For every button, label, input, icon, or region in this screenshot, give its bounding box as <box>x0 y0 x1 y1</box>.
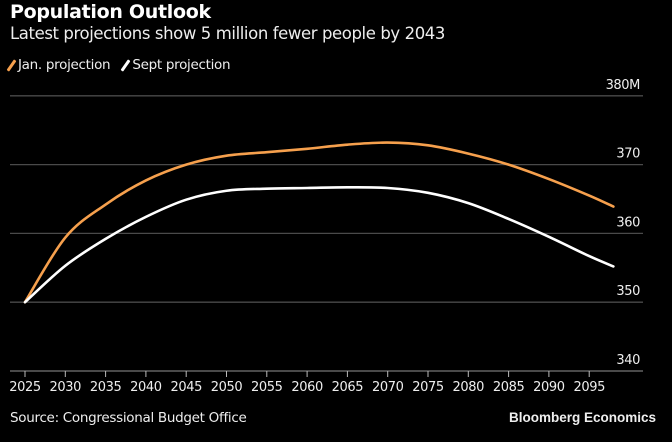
x-tick-label-2040: 2040 <box>130 380 162 395</box>
legend-item-sept: Sept projection <box>120 57 231 73</box>
y-axis-labels: 340 350 360 370 380M <box>606 78 641 368</box>
x-tick-label-2075: 2075 <box>412 380 444 395</box>
legend: Jan. projection Sept projection <box>6 57 231 73</box>
grid <box>10 95 643 303</box>
x-tick-label-2050: 2050 <box>211 380 243 395</box>
x-tick-label-2085: 2085 <box>493 380 525 395</box>
brand-label: Bloomberg Economics <box>508 410 656 425</box>
y-tick-label-380: 380M <box>606 78 640 93</box>
x-tick-label-2090: 2090 <box>533 380 565 395</box>
x-tick-label-2030: 2030 <box>50 380 82 395</box>
x-tick-label-2080: 2080 <box>453 380 485 395</box>
x-tick-label-2070: 2070 <box>372 380 404 395</box>
legend-label-jan: Jan. projection <box>18 57 111 73</box>
x-axis: 2025 2030 2035 2040 2045 2050 2055 2060 2065 2070… <box>9 370 643 395</box>
x-tick-label-2095: 2095 <box>573 380 605 395</box>
x-tick-label-2045: 2045 <box>170 380 202 395</box>
series-line-jan-projection <box>23 141 615 304</box>
x-tick-label-2065: 2065 <box>332 380 364 395</box>
x-tick-label-2060: 2060 <box>291 380 323 395</box>
series-line-sept-projection <box>23 185 615 304</box>
x-tick-label-2055: 2055 <box>251 380 283 395</box>
chart-subtitle: Latest projections show 5 million fewer … <box>10 24 446 43</box>
y-tick-label-360: 360 <box>616 215 640 230</box>
y-tick-label-350: 350 <box>616 284 640 299</box>
chart-title: Population Outlook <box>10 1 211 23</box>
y-tick-label-370: 370 <box>616 147 640 162</box>
source-note: Source: Congressional Budget Office <box>10 410 247 426</box>
x-tick-label-2035: 2035 <box>90 380 122 395</box>
y-tick-label-340: 340 <box>616 353 640 368</box>
x-tick-label-2025: 2025 <box>9 380 41 395</box>
series-lines <box>23 141 615 304</box>
legend-label-sept: Sept projection <box>132 57 231 73</box>
legend-item-jan: Jan. projection <box>6 57 111 73</box>
